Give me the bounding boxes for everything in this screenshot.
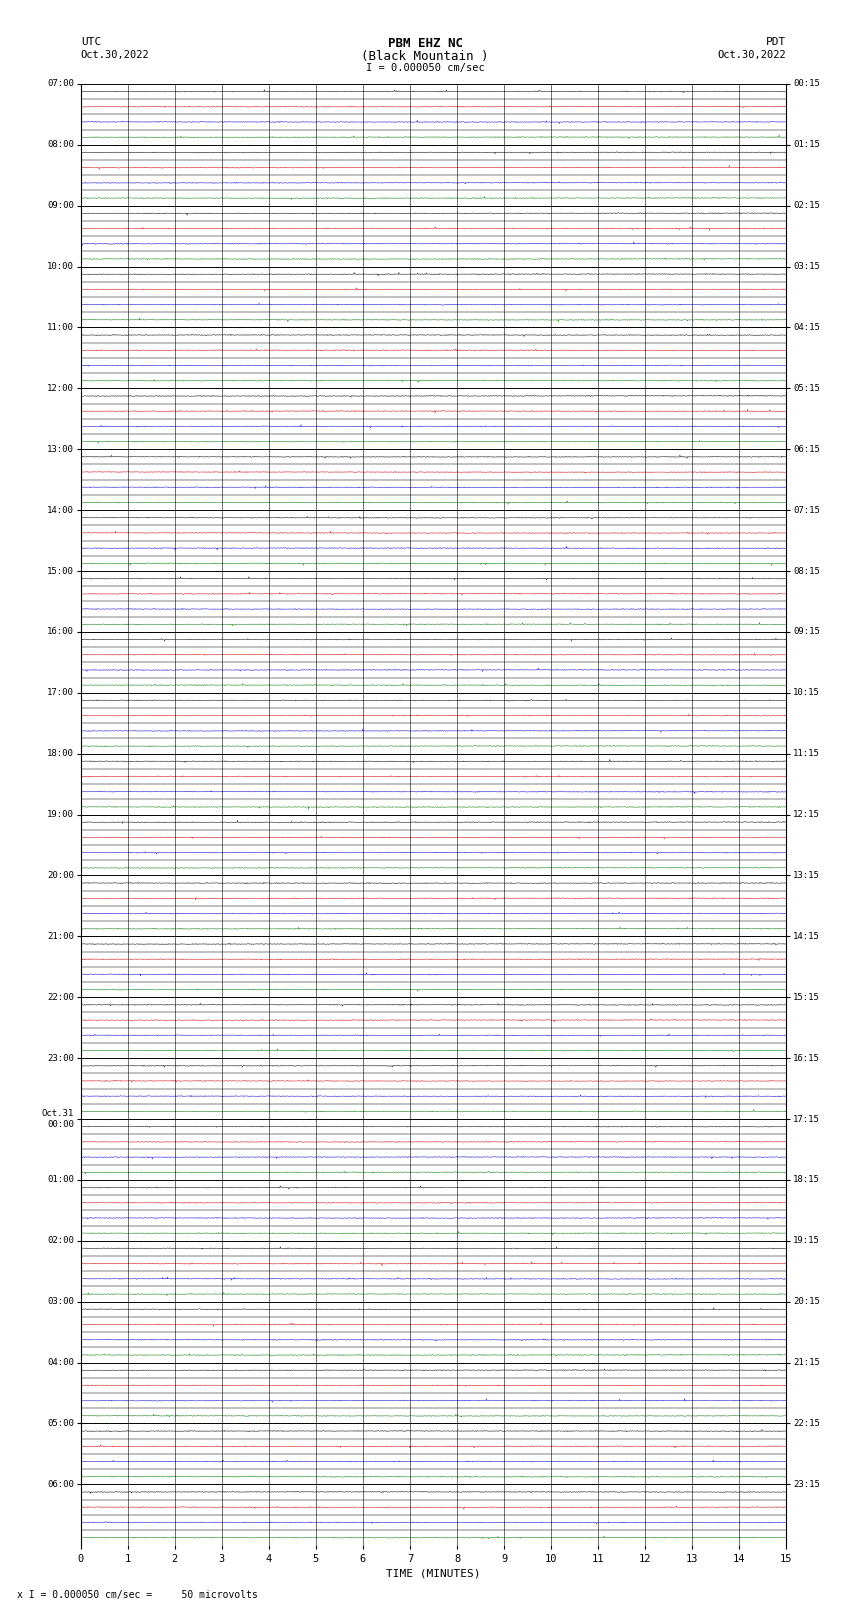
Text: I = 0.000050 cm/sec: I = 0.000050 cm/sec: [366, 63, 484, 73]
Text: Oct.30,2022: Oct.30,2022: [81, 50, 150, 60]
X-axis label: TIME (MINUTES): TIME (MINUTES): [386, 1568, 481, 1579]
Text: (Black Mountain ): (Black Mountain ): [361, 50, 489, 63]
Text: UTC: UTC: [81, 37, 101, 47]
Text: x I = 0.000050 cm/sec =     50 microvolts: x I = 0.000050 cm/sec = 50 microvolts: [17, 1590, 258, 1600]
Text: Oct.30,2022: Oct.30,2022: [717, 50, 786, 60]
Text: PBM EHZ NC: PBM EHZ NC: [388, 37, 462, 50]
Text: PDT: PDT: [766, 37, 786, 47]
